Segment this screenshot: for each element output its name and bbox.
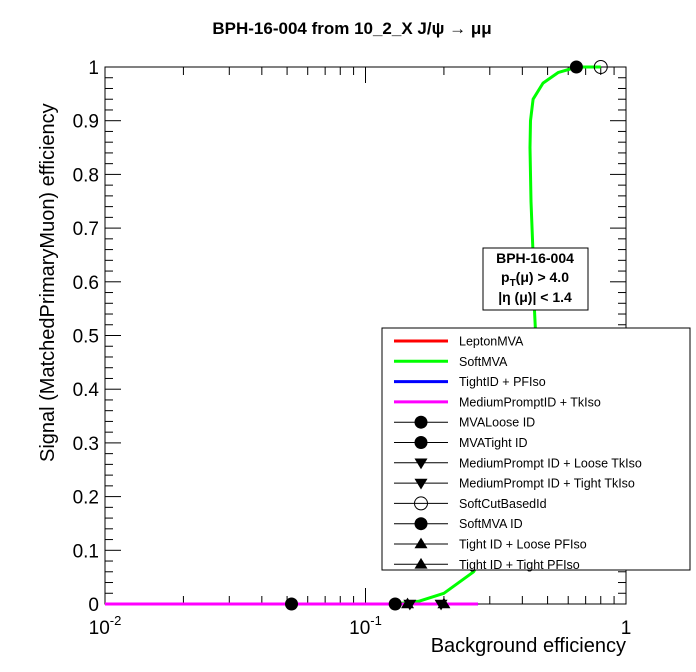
marker-mvaloose-id — [285, 597, 299, 611]
x-tick-base: 1 — [621, 618, 632, 639]
y-tick-label: 0.2 — [73, 488, 99, 509]
legend-label: Tight ID + Loose PFIso — [459, 538, 587, 552]
x-tick-label: 10-2 — [89, 613, 122, 639]
y-tick-label: 0.9 — [73, 112, 99, 133]
annotation-line-1: BPH-16-004 — [496, 250, 574, 266]
legend-swatch-marker — [414, 415, 428, 429]
legend-entry-softmva: SoftMVA — [394, 355, 508, 369]
legend-label: SoftMVA — [459, 355, 508, 369]
x-tick-exponent: -1 — [370, 613, 382, 628]
legend-entries: LeptonMVA SoftMVA TightID + PFIso MediumPro… — [394, 335, 642, 572]
x-tick-exponent: -2 — [110, 613, 122, 628]
marker-tight-id-loose-pfiso — [437, 597, 451, 609]
legend-entry-tightid-pfiso: TightID + PFIso — [394, 375, 546, 389]
y-tick-label: 0.4 — [73, 380, 100, 401]
legend-entry-mvatight-id: MVATight ID — [394, 436, 528, 450]
legend-entry-mvaloose-id: MVALoose ID — [394, 415, 535, 430]
legend-label: MediumPrompt ID + Tight TkIso — [459, 477, 635, 491]
annotation-pt-sub: T — [510, 278, 516, 289]
y-tick-label: 0.5 — [73, 327, 99, 348]
legend-entry-mediumpromptid-tkiso: MediumPromptID + TkIso — [394, 395, 601, 409]
legend-label: MediumPromptID + TkIso — [459, 395, 601, 409]
legend-label: LeptonMVA — [459, 335, 524, 349]
marker-softmva-id — [569, 60, 583, 74]
y-axis-label: Signal (MatchedPrimaryMuon) efficiency — [37, 103, 59, 462]
marker-softcutbasedid — [593, 60, 608, 74]
legend-swatch-marker — [414, 537, 428, 549]
x-tick-base: 10 — [349, 618, 370, 639]
marker-tight-id-tight-pfiso — [401, 597, 415, 609]
y-tick-label: 0.1 — [73, 541, 99, 562]
y-tick-label: 0.7 — [73, 219, 99, 240]
legend: LeptonMVA SoftMVA TightID + PFIso MediumPro… — [381, 327, 691, 572]
legend-label: SoftMVA ID — [459, 517, 523, 531]
legend-entry-softcutbasedid: SoftCutBasedId — [394, 496, 547, 511]
legend-swatch-marker — [414, 496, 428, 511]
legend-swatch-marker — [414, 436, 428, 449]
annotation-pt-cut: (μ) > 4.0 — [516, 269, 570, 285]
annotation-line-3: |η (μ)| < 1.4 — [498, 289, 572, 305]
annotation-line-2: pT(μ) > 4.0 — [501, 269, 569, 289]
chart-title: BPH-16-004 from 10_2_X J/ψ → μμ — [212, 19, 491, 38]
y-tick-label: 0.3 — [73, 434, 99, 455]
series-markers — [285, 60, 608, 611]
legend-label: MediumPrompt ID + Loose TkIso — [459, 456, 642, 470]
legend-entry-tight-id-tight-pfiso: Tight ID + Tight PFIso — [394, 558, 580, 572]
x-tick-base: 10 — [89, 618, 110, 639]
legend-label: SoftCutBasedId — [459, 497, 547, 511]
y-tick-label: 0.6 — [73, 273, 99, 294]
annotation-frame — [482, 247, 589, 311]
legend-frame — [381, 327, 691, 571]
legend-swatch-marker — [414, 458, 428, 470]
legend-swatch-marker — [414, 517, 428, 531]
annotation-pt: p — [501, 269, 510, 285]
x-tick-label: 1 — [621, 618, 632, 639]
x-axis-label: Background efficiency — [431, 635, 626, 657]
legend-entry-softmva-id: SoftMVA ID — [394, 517, 523, 531]
legend-label: MVALoose ID — [459, 416, 535, 430]
legend-entry-mediumprompt-id-loose-tkiso: MediumPrompt ID + Loose TkIso — [394, 456, 642, 470]
legend-label: Tight ID + Tight PFIso — [459, 558, 580, 572]
x-tick-label: 10-1 — [349, 613, 382, 639]
legend-swatch-marker — [414, 557, 428, 569]
legend-entry-tight-id-loose-pfiso: Tight ID + Loose PFIso — [394, 538, 587, 552]
legend-swatch-marker — [414, 478, 428, 490]
y-tick-label: 1 — [88, 58, 99, 79]
legend-entry-leptonmva: LeptonMVA — [394, 335, 524, 349]
legend-entry-mediumprompt-id-tight-tkiso: MediumPrompt ID + Tight TkIso — [394, 477, 635, 491]
legend-label: TightID + PFIso — [459, 375, 546, 389]
y-tick-label: 0 — [88, 595, 99, 616]
legend-label: MVATight ID — [459, 436, 528, 450]
marker-mvatight-id — [388, 597, 402, 611]
selection-annotation-box: BPH-16-004 pT(μ) > 4.0 |η (μ)| < 1.4 — [482, 247, 589, 311]
y-tick-label: 0.8 — [73, 165, 99, 186]
